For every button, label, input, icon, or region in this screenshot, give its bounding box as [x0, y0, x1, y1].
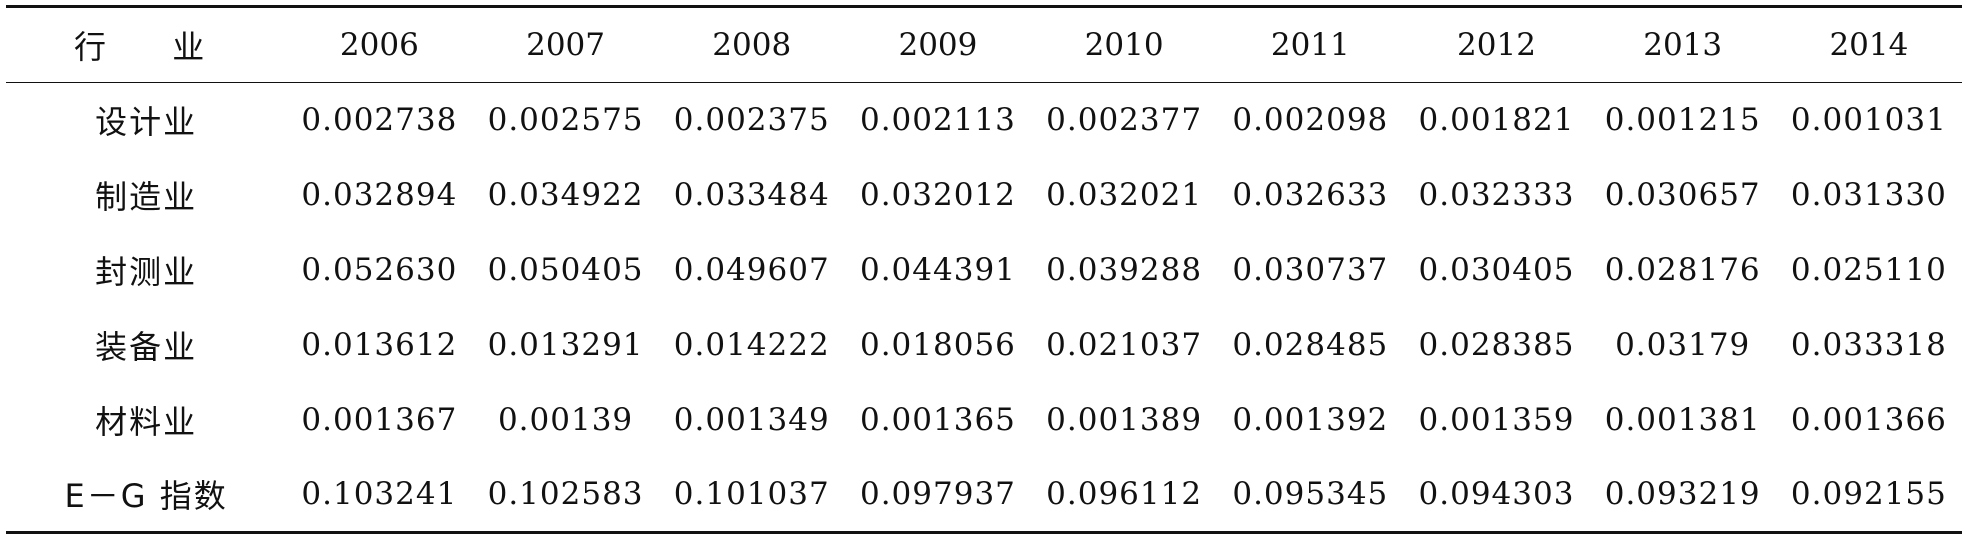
- table-cell-value: 0.028485: [1232, 327, 1389, 363]
- table-cell-value: 0.001349: [673, 402, 830, 438]
- table-cell-value: 0.021037: [1046, 327, 1203, 363]
- table-cell-value: 0.001215: [1604, 102, 1761, 139]
- table-cell-value: 0.049607: [673, 252, 830, 288]
- table-cell-value: 0.096112: [1046, 476, 1203, 513]
- header-year: 2011: [1217, 6, 1404, 83]
- table-cell-value: 0.032021: [1046, 177, 1203, 213]
- table-cell-value: 0.028176: [1604, 252, 1761, 288]
- table-cell-value: 0.044391: [859, 252, 1016, 288]
- table-cell-value: 0.030657: [1604, 177, 1761, 213]
- table-body: 设计业 0.002738 0.002575 0.002375 0.002113 0.002…: [6, 83, 1962, 533]
- table-cell-value: 0.001821: [1418, 102, 1575, 139]
- header-year: 2010: [1031, 6, 1218, 83]
- table-cell-value: 0.013612: [301, 327, 458, 363]
- table-cell-value: 0.001366: [1790, 402, 1947, 438]
- table-cell-value: 0.034922: [487, 177, 644, 213]
- table-cell-value: 0.052630: [301, 252, 458, 288]
- table-cell-value: 0.001367: [301, 402, 458, 438]
- table-cell-value: 0.097937: [859, 476, 1016, 513]
- data-table-container: 行 业 2006 2007 2008 2009 2010 2011 2012 2…: [6, 5, 1962, 534]
- header-year: 2007: [472, 6, 659, 83]
- table-cell-value: 0.032333: [1418, 177, 1575, 213]
- table-cell-value: 0.050405: [487, 252, 644, 288]
- table-cell-value: 0.095345: [1232, 476, 1389, 513]
- table-cell-value: 0.002098: [1232, 102, 1389, 139]
- header-year: 2006: [286, 6, 473, 83]
- table-cell-value: 0.001389: [1046, 402, 1203, 438]
- eg-index-table: 行 业 2006 2007 2008 2009 2010 2011 2012 2…: [6, 5, 1962, 534]
- table-cell-value: 0.001365: [859, 402, 1016, 438]
- table-cell-value: 0.001392: [1232, 402, 1389, 438]
- table-row: 材料业 0.001367 0.00139 0.001349 0.001365 0.0013…: [6, 383, 1962, 458]
- table-cell-value: 0.002738: [301, 102, 458, 139]
- table-cell-value: 0.002377: [1046, 102, 1203, 139]
- table-cell-value: 0.03179: [1615, 327, 1751, 363]
- table-cell-value: 0.002113: [859, 102, 1016, 139]
- table-row: 装备业 0.013612 0.013291 0.014222 0.018056 0.021…: [6, 308, 1962, 383]
- header-year: 2014: [1775, 6, 1962, 83]
- header-row: 行 业 2006 2007 2008 2009 2010 2011 2012 2…: [6, 6, 1962, 83]
- table-cell-value: 0.032012: [859, 177, 1016, 213]
- row-industry-name: 材料业: [95, 403, 198, 441]
- table-cell-value: 0.031330: [1790, 177, 1947, 213]
- table-cell-value: 0.025110: [1790, 252, 1947, 288]
- table-cell-value: 0.001359: [1418, 402, 1575, 438]
- table-row: E－G 指数 0.103241 0.102583 0.101037 0.097937 0.…: [6, 458, 1962, 533]
- header-year: 2008: [658, 6, 845, 83]
- header-year: 2012: [1403, 6, 1590, 83]
- table-cell-value: 0.094303: [1418, 476, 1575, 513]
- header-year: 2013: [1589, 6, 1776, 83]
- row-industry-name: 制造业: [95, 178, 198, 216]
- table-cell-value: 0.014222: [673, 327, 830, 363]
- table-cell-value: 0.030737: [1232, 252, 1389, 288]
- table-cell-value: 0.018056: [859, 327, 1016, 363]
- table-cell-value: 0.002575: [487, 102, 644, 139]
- table-cell-value: 0.092155: [1790, 476, 1947, 513]
- row-industry-name: 装备业: [95, 328, 198, 366]
- row-industry-name: 设计业: [95, 103, 198, 142]
- row-industry-name: 封测业: [95, 253, 198, 291]
- table-row: 设计业 0.002738 0.002575 0.002375 0.002113 0.002…: [6, 83, 1962, 158]
- table-cell-value: 0.032633: [1232, 177, 1389, 213]
- table-cell-value: 0.028385: [1418, 327, 1575, 363]
- table-cell-value: 0.033484: [673, 177, 830, 213]
- table-cell-value: 0.093219: [1604, 476, 1761, 513]
- table-row: 封测业 0.052630 0.050405 0.049607 0.044391 0.039…: [6, 233, 1962, 308]
- header-year: 2009: [844, 6, 1032, 83]
- table-cell-value: 0.039288: [1046, 252, 1203, 288]
- table-cell-value: 0.030405: [1418, 252, 1575, 288]
- table-cell-value: 0.00139: [497, 402, 634, 438]
- header-industry: 行 业: [6, 6, 287, 83]
- table-cell-value: 0.102583: [487, 476, 644, 513]
- table-cell-value: 0.033318: [1790, 327, 1947, 363]
- table-cell-value: 0.013291: [487, 327, 644, 363]
- table-header: 行 业 2006 2007 2008 2009 2010 2011 2012 2…: [6, 6, 1962, 83]
- table-cell-value: 0.001031: [1790, 102, 1947, 139]
- row-industry-name: E－G 指数: [64, 477, 228, 516]
- table-cell-value: 0.001381: [1604, 402, 1761, 438]
- table-cell-value: 0.101037: [673, 476, 830, 513]
- table-cell-value: 0.002375: [673, 102, 830, 139]
- table-cell-value: 0.103241: [301, 476, 458, 513]
- table-row: 制造业 0.032894 0.034922 0.033484 0.032012 0.032…: [6, 158, 1962, 233]
- table-cell-value: 0.032894: [301, 177, 458, 213]
